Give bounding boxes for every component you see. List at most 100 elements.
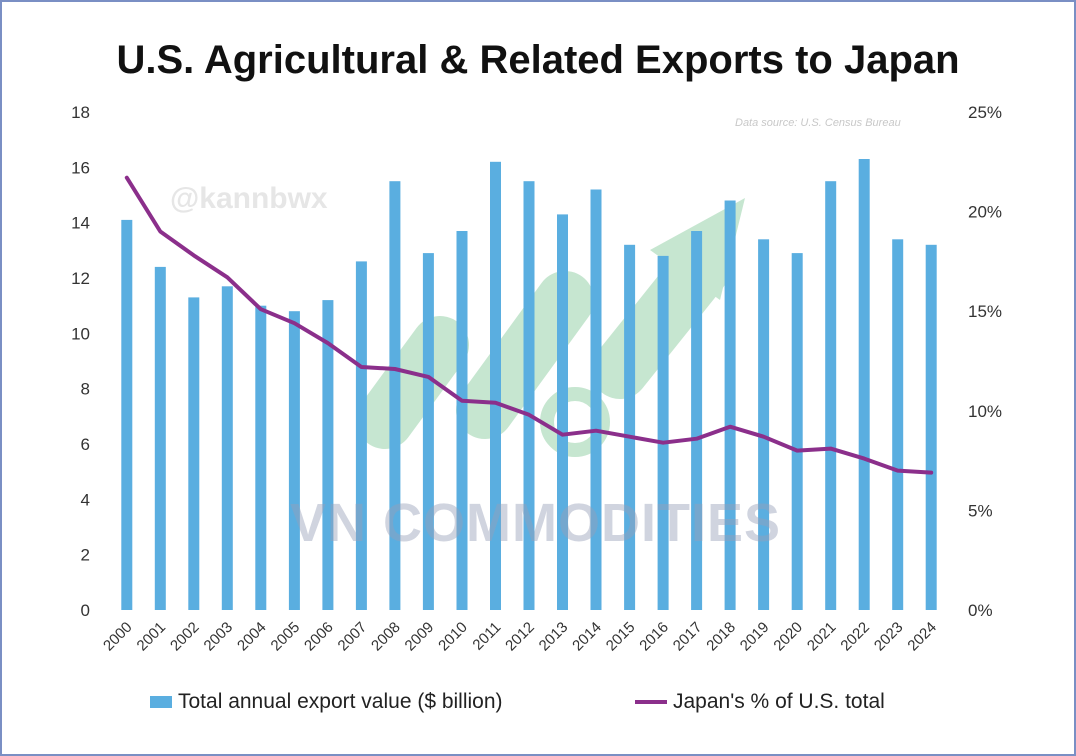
x-tick-label: 2006 [301, 619, 337, 655]
x-tick-label: 2020 [770, 619, 806, 655]
bar-2015 [624, 244, 636, 611]
share-point-2002 [192, 253, 196, 257]
legend-label-exports: Total annual export value ($ billion) [178, 690, 503, 713]
x-tick-label: 2001 [134, 619, 170, 655]
right-tick-label: 5% [968, 501, 993, 520]
chart-title: U.S. Agricultural & Related Exports to J… [116, 38, 960, 82]
x-tick-label: 2024 [904, 619, 940, 655]
x-tick-label: 2000 [100, 619, 136, 655]
bar-2018 [724, 200, 736, 610]
share-point-2007 [359, 365, 363, 369]
right-tick-label: 20% [968, 203, 1002, 222]
bar-2009 [422, 253, 434, 610]
share-point-2000 [125, 176, 129, 180]
right-tick-label: 25% [968, 103, 1002, 122]
bar-2002 [188, 297, 200, 610]
bar-2024 [925, 244, 937, 611]
share-point-2018 [728, 425, 732, 429]
share-point-2011 [494, 401, 497, 405]
x-tick-label: 2003 [201, 619, 237, 655]
left-tick-label: 4 [81, 490, 90, 509]
left-tick-label: 10 [71, 324, 90, 343]
x-tick-label: 2016 [636, 619, 672, 655]
x-tick-label: 2009 [402, 619, 438, 655]
legend-item-share: Japan's % of U.S. total [635, 690, 885, 714]
left-tick-label: 18 [71, 103, 90, 122]
bar-2012 [523, 181, 535, 610]
share-point-2008 [393, 367, 397, 371]
left-tick-label: 6 [81, 435, 90, 454]
x-tick-label: 2021 [804, 619, 840, 655]
x-tick-label: 2002 [167, 619, 203, 655]
share-point-2009 [426, 375, 430, 379]
bar-2004 [255, 305, 267, 610]
share-point-2016 [661, 441, 665, 445]
share-point-2017 [695, 437, 699, 441]
share-point-2013 [561, 433, 564, 437]
bar-2019 [758, 239, 770, 611]
x-tick-label: 2012 [502, 619, 538, 655]
right-tick-label: 10% [968, 402, 1002, 421]
bar-2000 [121, 219, 133, 610]
bar-2017 [691, 231, 703, 610]
x-tick-label: 2005 [268, 619, 304, 655]
left-tick-label: 16 [71, 158, 90, 177]
bar-2021 [825, 181, 837, 610]
share-point-2004 [259, 307, 263, 311]
share-point-2006 [326, 341, 330, 345]
bar-2003 [221, 286, 233, 610]
x-tick-label: 2008 [368, 619, 404, 655]
right-tick-label: 15% [968, 302, 1002, 321]
legend-swatch-line [635, 700, 667, 704]
legend-swatch-bar [150, 696, 172, 708]
share-point-2003 [225, 275, 229, 279]
bar-2016 [657, 255, 669, 610]
bar-2011 [490, 161, 501, 611]
right-tick-label: 0% [968, 601, 993, 620]
bar-2001 [154, 266, 166, 610]
left-tick-label: 14 [71, 214, 90, 233]
left-tick-label: 12 [71, 269, 90, 288]
bar-2020 [791, 253, 803, 610]
share-point-2015 [628, 435, 632, 439]
share-point-2019 [762, 435, 766, 439]
share-point-2020 [795, 449, 799, 453]
x-tick-label: 2017 [670, 619, 706, 655]
bar-2022 [858, 159, 870, 610]
x-tick-label: 2019 [737, 619, 773, 655]
x-tick-label: 2022 [837, 619, 873, 655]
watermark-brand: VN COMMODITIES [290, 493, 782, 553]
x-tick-label: 2015 [603, 619, 639, 655]
left-tick-label: 0 [81, 601, 90, 620]
legend-label-share: Japan's % of U.S. total [673, 690, 885, 713]
x-tick-label: 2014 [569, 619, 605, 655]
bar-2006 [322, 300, 334, 610]
x-tick-label: 2018 [703, 619, 739, 655]
legend-item-exports: Total annual export value ($ billion) [150, 690, 503, 714]
share-point-2024 [929, 471, 933, 475]
share-point-2023 [896, 469, 900, 473]
share-point-2012 [527, 413, 531, 417]
share-point-2022 [862, 457, 866, 461]
chart-legend: Total annual export value ($ billion) Ja… [150, 690, 950, 720]
share-point-2010 [460, 399, 464, 403]
bar-2008 [389, 181, 401, 610]
bar-2007 [355, 261, 367, 610]
bar-2005 [288, 311, 300, 610]
left-tick-label: 8 [81, 380, 90, 399]
watermark-handle: @kannbwx [170, 182, 328, 215]
x-tick-label: 2023 [871, 619, 907, 655]
share-point-2005 [292, 321, 296, 325]
x-tick-label: 2013 [536, 619, 572, 655]
source-note: Data source: U.S. Census Bureau [735, 117, 901, 129]
share-point-2014 [594, 429, 598, 433]
x-tick-label: 2010 [435, 619, 471, 655]
x-tick-label: 2011 [469, 619, 504, 654]
x-tick-label: 2007 [335, 619, 371, 655]
bar-2013 [557, 214, 568, 610]
share-point-2001 [158, 230, 162, 233]
x-tick-label: 2004 [234, 619, 270, 655]
bar-2023 [892, 239, 904, 611]
share-point-2021 [829, 447, 833, 451]
